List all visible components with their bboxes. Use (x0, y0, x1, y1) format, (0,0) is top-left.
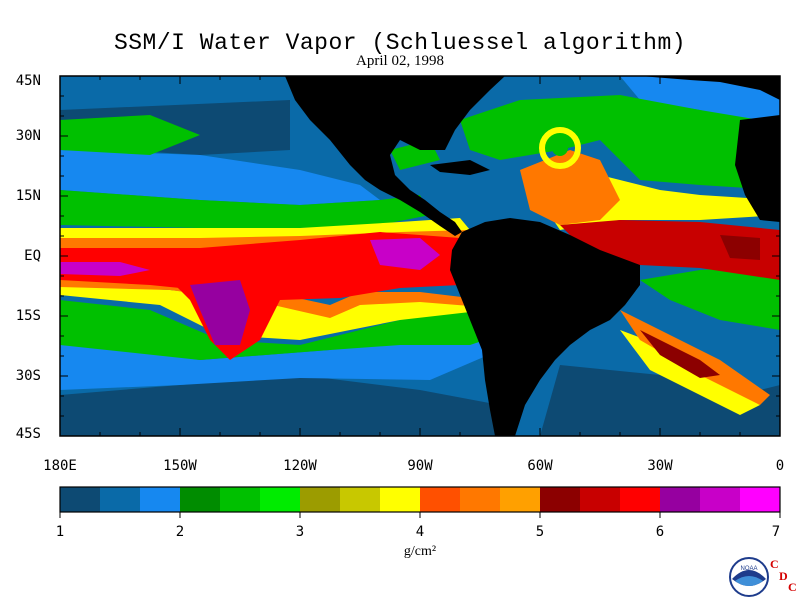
north-atlantic-blue (620, 76, 780, 130)
dry-south-atlantic (540, 365, 780, 436)
colorbar-swatch (220, 487, 261, 512)
lon-label-30w: 30W (647, 458, 673, 474)
colorbar-tick-6: 6 (655, 524, 665, 540)
lon-label-60w: 60W (527, 458, 553, 474)
colorbar-swatch (660, 487, 701, 512)
orange-caribbean (520, 150, 620, 225)
colorbar-tick-1: 1 (55, 524, 65, 540)
band-light-blue-north (60, 150, 380, 205)
colorbar-tick-4: 4 (415, 524, 425, 540)
south-america (450, 218, 640, 436)
colorbar-swatch (60, 487, 101, 512)
green-atlantic-south (640, 265, 780, 330)
green-west-north (60, 115, 200, 155)
cdc-letter-c2: C (788, 580, 797, 594)
lon-label-150w: 150W (163, 458, 197, 474)
colorbar-tick-2: 2 (175, 524, 185, 540)
lat-label-15s: 15S (15, 308, 41, 324)
cdc-letter-d: D (779, 569, 788, 583)
green-atlantic-north (460, 95, 780, 190)
colorbar-swatch (420, 487, 461, 512)
red-atlantic-itcz (560, 220, 780, 280)
storm-core (552, 140, 568, 156)
noaa-logo-text: NOAA (740, 566, 757, 572)
storm-swirl (539, 127, 581, 169)
north-america (285, 76, 505, 236)
map-title: SSM/I Water Vapor (Schluessel algorithm) (113, 30, 687, 56)
colorbar-swatch (180, 487, 221, 512)
colorbar (59, 487, 781, 518)
greenland (640, 76, 780, 100)
colorbar-swatch (140, 487, 181, 512)
map-field (60, 76, 780, 436)
colorbar-swatch (380, 487, 421, 512)
band-green-north (60, 190, 430, 228)
caribbean-islands (430, 160, 490, 175)
lat-label-30n: 30N (15, 128, 41, 144)
africa-west (735, 115, 780, 222)
dry-south-pacific (60, 375, 500, 436)
colorbar-tick-3: 3 (295, 524, 305, 540)
colorbar-swatch (100, 487, 141, 512)
axis-ticks (59, 75, 781, 437)
colorbar-swatch (340, 487, 381, 512)
noaa-logo: NOAA (729, 557, 769, 597)
colorbar-units: g/cm² (403, 544, 437, 559)
cdc-letter-c1: C (770, 557, 779, 571)
lat-label-45n: 45N (15, 73, 41, 89)
purple-south-pacific (190, 280, 250, 345)
colorbar-swatch (700, 487, 741, 512)
lon-label-120w: 120W (283, 458, 317, 474)
lat-label-15n: 15N (15, 188, 41, 204)
lon-label-180e: 180E (43, 458, 77, 474)
colorbar-swatch (740, 487, 781, 512)
colorbar-swatch (500, 487, 541, 512)
lat-label-45s: 45S (15, 426, 41, 442)
colorbar-swatch (260, 487, 301, 512)
colorbar-swatch (460, 487, 501, 512)
colorbar-swatch (580, 487, 621, 512)
lat-label-30s: 30S (15, 368, 41, 384)
colorbar-frame (59, 486, 781, 513)
lat-label-eq: EQ (24, 248, 41, 264)
magenta-west-pacific (60, 262, 150, 276)
colorbar-tick-5: 5 (535, 524, 545, 540)
band-red-itcz (60, 232, 470, 300)
colorbar-swatch (300, 487, 341, 512)
colorbar-swatch (620, 487, 661, 512)
lon-label-90w: 90W (407, 458, 433, 474)
map-date: April 02, 1998 (356, 53, 444, 69)
darkred-south-atlantic (640, 330, 720, 378)
darkred-atlantic (720, 235, 760, 260)
colorbar-swatch (540, 487, 581, 512)
yellow-south-atlantic (620, 330, 760, 415)
band-green-south (60, 300, 500, 360)
colorbar-tick-7: 7 (771, 524, 781, 540)
lon-label-0: 0 (775, 458, 785, 474)
magenta-east-pacific (370, 238, 440, 270)
